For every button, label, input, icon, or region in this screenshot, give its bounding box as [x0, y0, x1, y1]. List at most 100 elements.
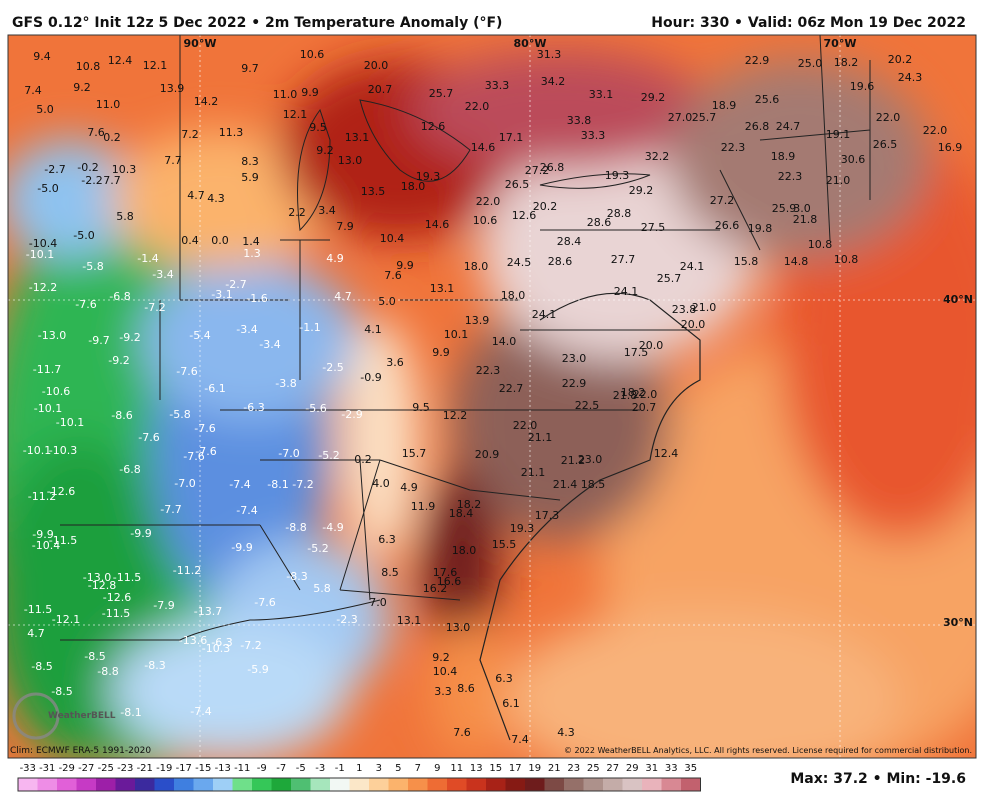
- anomaly-label: 12.6: [512, 209, 537, 222]
- anomaly-label: 24.1: [614, 285, 639, 298]
- graticule: [8, 35, 976, 758]
- anomaly-label: 28.6: [548, 255, 573, 268]
- colorbar-swatch: [583, 778, 603, 791]
- anomaly-label: 27.7: [611, 253, 636, 266]
- anomaly-label: -11.5: [102, 607, 130, 620]
- anomaly-label: 21.0: [826, 174, 851, 187]
- colorbar-tick-label: 15: [489, 763, 502, 774]
- anomaly-label: 9.2: [73, 81, 91, 94]
- anomaly-label: -10.4: [32, 539, 60, 552]
- anomaly-label: -5.8: [169, 408, 190, 421]
- anomaly-label: -9.2: [108, 354, 129, 367]
- anomaly-label: 10.8: [76, 60, 101, 73]
- anomaly-label: 18.2: [457, 498, 482, 511]
- anomaly-label: -12.2: [29, 281, 57, 294]
- anomaly-label: 24.1: [680, 260, 705, 273]
- anomaly-label: 10.8: [834, 253, 859, 266]
- anomaly-label: 24.3: [898, 71, 923, 84]
- anomaly-label: -10.3: [202, 642, 230, 655]
- anomaly-label: 5.8: [116, 210, 134, 223]
- anomaly-label: 12.6: [421, 120, 446, 133]
- colorbar-tick-label: -11: [234, 763, 250, 774]
- anomaly-label: -6.1: [204, 382, 225, 395]
- anomaly-label: 10.3: [112, 163, 137, 176]
- anomaly-label: -6.3: [211, 636, 232, 649]
- anomaly-label: 18.2: [621, 386, 646, 399]
- anomaly-label: 6.1: [502, 697, 520, 710]
- grid-label: 30°N: [943, 616, 973, 629]
- colorbar-tick-label: 1: [356, 763, 362, 774]
- anomaly-label: 25.7: [692, 111, 717, 124]
- anomaly-label: 21.8: [613, 389, 638, 402]
- anomaly-label: 18.0: [452, 544, 477, 557]
- boundaries: [60, 35, 871, 741]
- colorbar-swatch: [115, 778, 135, 791]
- anomaly-label: 10.6: [473, 214, 498, 227]
- anomaly-label: 16.9: [938, 141, 963, 154]
- anomaly-label: 29.2: [629, 184, 654, 197]
- colorbar-tick-label: -5: [296, 763, 306, 774]
- anomaly-label: 10.8: [808, 238, 833, 251]
- colorbar-swatch: [349, 778, 369, 791]
- colorbar-tick-label: -7: [276, 763, 286, 774]
- anomaly-label: -11.5: [49, 534, 77, 547]
- anomaly-label: 10.6: [300, 48, 325, 61]
- anomaly-label: 12.4: [654, 447, 679, 460]
- anomaly-label: 13.5: [361, 185, 386, 198]
- colorbar-swatch: [564, 778, 584, 791]
- anomaly-label: -5.9: [247, 663, 268, 676]
- colorbar-tick-label: 13: [470, 763, 483, 774]
- colorbar-swatch: [174, 778, 194, 791]
- anomaly-label: -1.1: [299, 321, 320, 334]
- colorbar-tick-label: -27: [78, 763, 94, 774]
- colorbar-swatch: [252, 778, 272, 791]
- anomaly-label: 22.0: [476, 195, 501, 208]
- colorbar-frame: [17, 777, 701, 792]
- anomaly-label: 4.9: [400, 481, 418, 494]
- anomaly-label: -8.5: [31, 660, 52, 673]
- anomaly-label: 19.3: [416, 170, 441, 183]
- anomaly-label: 16.6: [437, 575, 462, 588]
- anomaly-label: 9.5: [412, 401, 430, 414]
- anomaly-label: 9.4: [33, 50, 51, 63]
- anomaly-label: 4.3: [557, 726, 575, 739]
- anomaly-label: 27.2: [710, 194, 735, 207]
- map-frame: [7, 34, 977, 759]
- anomaly-label: 6.3: [495, 672, 513, 685]
- copyright: © 2022 WeatherBELL Analytics, LLC. All r…: [564, 746, 972, 755]
- colorbar-tick-label: 25: [587, 763, 600, 774]
- anomaly-label: 18.0: [464, 260, 489, 273]
- anomaly-label: 21.1: [521, 466, 546, 479]
- anomaly-label: 33.1: [589, 88, 614, 101]
- anomaly-label: 27.0: [668, 111, 693, 124]
- anomaly-label: -13.0: [83, 571, 111, 584]
- colorbar-swatch: [681, 778, 701, 791]
- anomaly-label: 31.3: [537, 48, 562, 61]
- anomaly-label: 0.0: [211, 234, 229, 247]
- anomaly-label: 4.9: [326, 252, 344, 265]
- valid-time: Hour: 330 • Valid: 06z Mon 19 Dec 2022: [651, 15, 966, 31]
- anomaly-label: 33.3: [485, 79, 510, 92]
- anomaly-label: 26.8: [540, 161, 565, 174]
- anomaly-label: -1.6: [246, 292, 267, 305]
- anomaly-label: 5.9: [241, 171, 259, 184]
- colorbar-swatch: [486, 778, 506, 791]
- anomaly-label: 20.0: [639, 339, 664, 352]
- colorbar-tick-label: -3: [315, 763, 325, 774]
- anomaly-label: 19.8: [748, 222, 773, 235]
- anomaly-label: 9.5: [309, 121, 327, 134]
- anomaly-label: -6.3: [243, 401, 264, 414]
- colorbar-tick-label: -31: [39, 763, 55, 774]
- colorbar-tick-label: -25: [98, 763, 114, 774]
- anomaly-label: 3.4: [318, 204, 336, 217]
- colorbar-swatch: [135, 778, 155, 791]
- anomaly-label: 18.9: [712, 99, 737, 112]
- anomaly-label: 9.2: [432, 651, 450, 664]
- anomaly-label: -3.1: [211, 288, 232, 301]
- anomaly-label: 17.6: [433, 566, 458, 579]
- anomaly-label: -11.5: [113, 571, 141, 584]
- anomaly-label: -2.2: [81, 174, 102, 187]
- anomaly-label: -11.5: [24, 603, 52, 616]
- max-min: Max: 37.2 • Min: -19.6: [790, 771, 966, 787]
- anomaly-label: 16.2: [423, 582, 448, 595]
